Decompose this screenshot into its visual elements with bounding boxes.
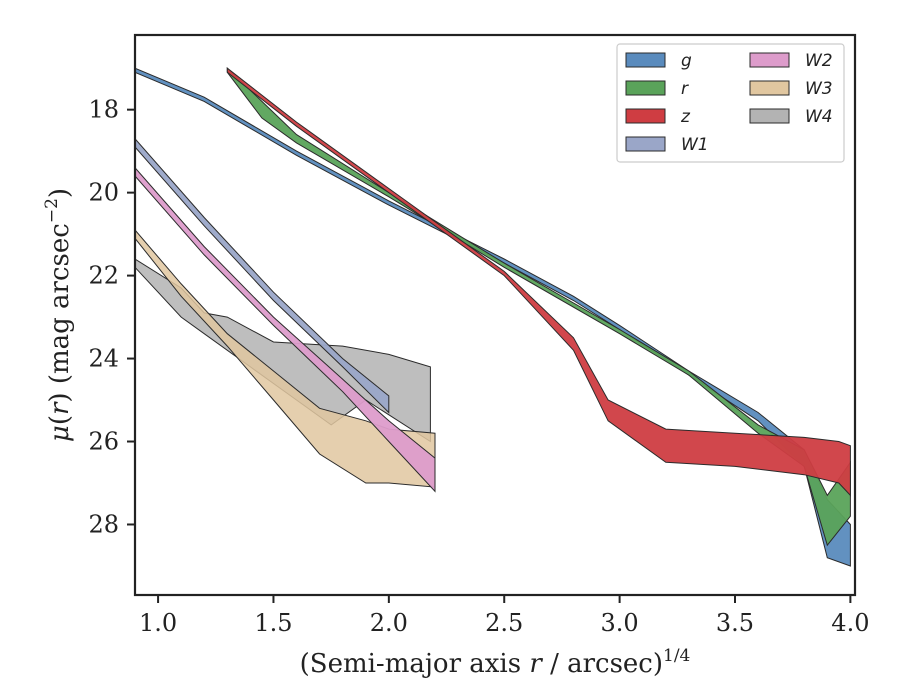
legend-label-r: r [681, 79, 689, 99]
y-tick-label: 26 [88, 428, 119, 456]
legend-swatch-r [625, 80, 666, 96]
legend-swatch-z [625, 108, 666, 124]
y-tick-label: 20 [88, 179, 119, 207]
legend: grz W1 W2 W3 W4 [616, 43, 845, 163]
x-axis-label: (Semi-major axis r / arcsec)1/4 [300, 646, 691, 679]
legend-swatch-w3 [749, 80, 790, 96]
y-tick-label: 22 [88, 262, 119, 290]
legend-label-g: g [681, 51, 692, 71]
series-band-g [135, 67, 851, 567]
x-tick-label: 3.5 [716, 609, 754, 637]
legend-swatch-w4 [749, 108, 790, 124]
legend-label-w3: W3 [805, 79, 833, 99]
y-tick-label: 28 [88, 510, 119, 538]
legend-swatch-g [625, 52, 666, 68]
series-band-w2 [135, 166, 436, 493]
series-band-w1 [135, 137, 390, 414]
x-tick-label: 4.0 [831, 609, 869, 637]
axes-layer: 1.0 1.5 2.0 2.5 3.0 3.5 4.0 18 20 22 24 26 28 (Semi-m… [42, 96, 869, 679]
x-tick-label: 1.0 [139, 609, 177, 637]
plot-frame [133, 33, 857, 597]
series-band-r [226, 67, 851, 547]
x-tick-label: 2.5 [485, 609, 523, 637]
y-tick-label: 24 [88, 345, 119, 373]
x-tick-label: 2.0 [370, 609, 408, 637]
y-tick-label: 18 [88, 96, 119, 124]
legend-label-w1: W1 [681, 135, 709, 155]
legend-swatch-w1 [625, 136, 666, 152]
y-axis-label: μ(r) (mag arcsec−2) [42, 188, 75, 442]
legend-label-w4: W4 [805, 107, 833, 127]
x-tick-label: 3.0 [601, 609, 639, 637]
legend-label-z: z [680, 107, 691, 127]
legend-swatch-w2 [749, 52, 790, 68]
legend-label-w2: W2 [805, 51, 833, 71]
x-tick-label: 1.5 [254, 609, 292, 637]
legend-box [616, 43, 845, 163]
series-band-z [226, 67, 851, 497]
series-layer [135, 67, 851, 567]
